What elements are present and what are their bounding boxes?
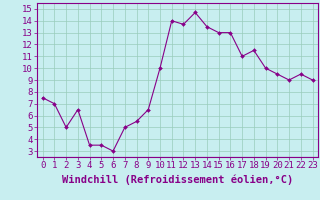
X-axis label: Windchill (Refroidissement éolien,°C): Windchill (Refroidissement éolien,°C) [62,174,293,185]
